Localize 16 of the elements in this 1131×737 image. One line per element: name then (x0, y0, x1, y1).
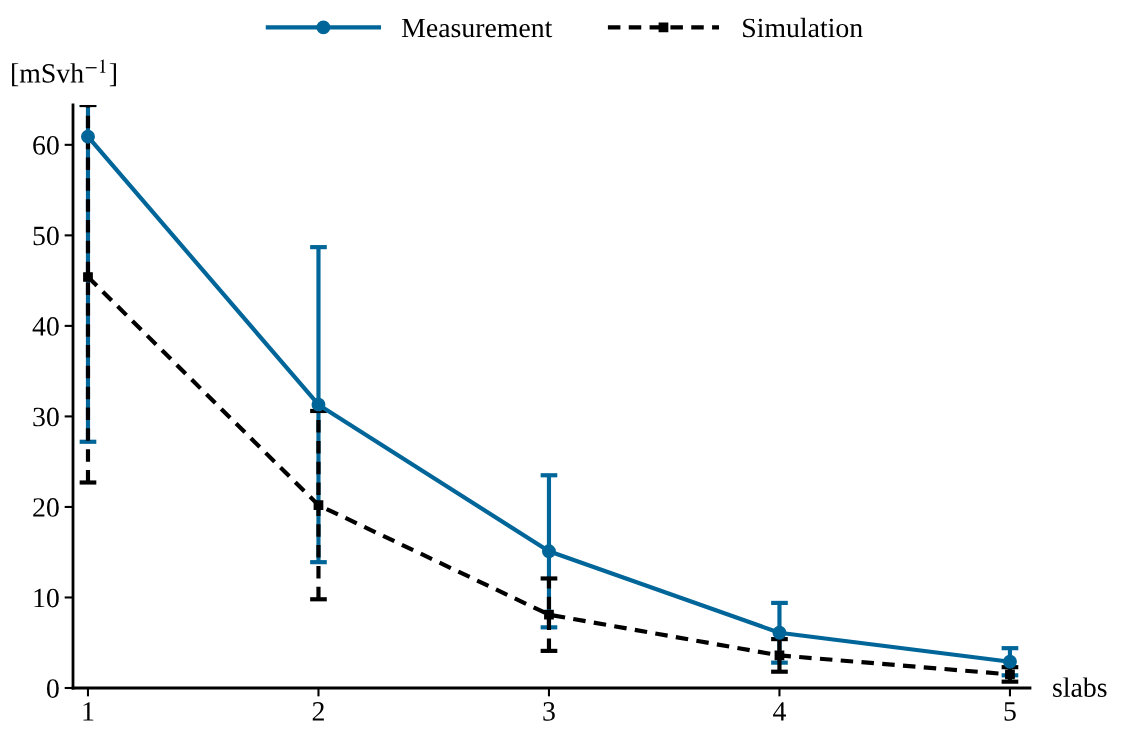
y-tick-label: 10 (34, 588, 59, 608)
x-tick-label: 5 (1004, 702, 1016, 721)
y-tick-label: 50 (33, 226, 59, 246)
y-tick-label: 40 (32, 317, 59, 336)
x-axis-title: slabs (1053, 677, 1107, 697)
y-tick-label: 30 (33, 407, 59, 427)
legend-label: Measurement (401, 18, 553, 38)
y-tick-label: 20 (33, 498, 59, 517)
y-tick-label: 60 (33, 136, 59, 155)
x-tick-label: 2 (312, 702, 324, 721)
y-tick-label: 0 (46, 679, 59, 698)
x-tick-label: 1 (83, 702, 94, 721)
legend-label: Simulation (743, 17, 863, 38)
x-tick-label: 3 (543, 702, 555, 721)
y-axis-title: [mSvh$^{−1}$] (12, 59, 116, 87)
x-tick-label: 4 (773, 702, 786, 721)
